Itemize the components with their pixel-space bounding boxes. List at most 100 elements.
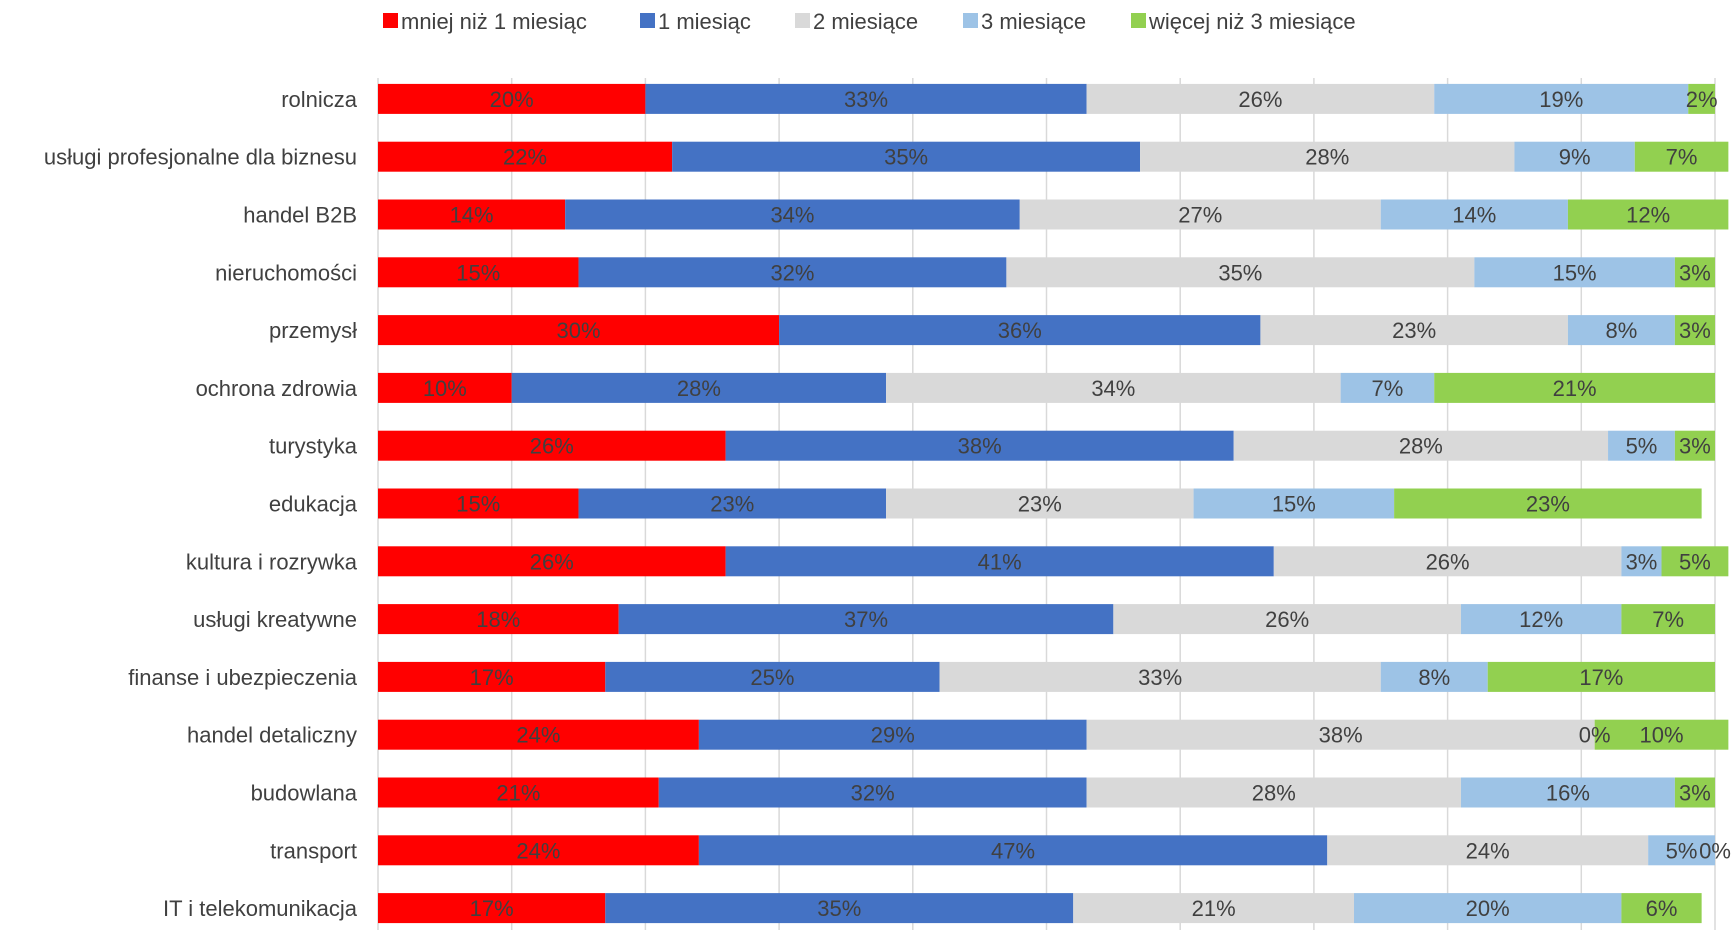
- bar-segment: [1086, 83, 1435, 114]
- bar-segment: [1567, 199, 1729, 230]
- bar-segment: [1674, 257, 1715, 288]
- data-label: 23%: [1526, 492, 1570, 517]
- bars: [378, 83, 1729, 924]
- bar-segment: [725, 430, 1234, 461]
- legend-label: 1 miesiąc: [658, 9, 751, 34]
- category-label: kultura i rozrywka: [186, 549, 358, 574]
- data-label: 7%: [1666, 145, 1698, 170]
- data-label: 21%: [1553, 376, 1597, 401]
- data-label: 16%: [1546, 781, 1590, 806]
- data-label: 32%: [770, 260, 814, 285]
- bar-segment: [1394, 488, 1702, 519]
- data-label: 6%: [1646, 896, 1678, 921]
- legend-swatch: [795, 13, 810, 28]
- bar-segment: [1086, 777, 1461, 808]
- data-label: 18%: [476, 607, 520, 632]
- data-label: 35%: [817, 896, 861, 921]
- legend-swatch: [383, 13, 398, 28]
- data-label: 15%: [456, 492, 500, 517]
- bar-segment: [1460, 777, 1675, 808]
- bar-segment: [1634, 141, 1729, 172]
- data-label: 26%: [1426, 549, 1470, 574]
- bar-segment: [1514, 141, 1635, 172]
- bar-segment: [1354, 893, 1622, 924]
- category-labels: rolnicza usługi profesjonalne dla biznesu…: [44, 87, 358, 921]
- data-label: 30%: [557, 318, 601, 343]
- bar-segment: [1193, 488, 1395, 519]
- bar-segment: [378, 893, 606, 924]
- bar-segment: [1434, 83, 1689, 114]
- bar-segment: [378, 83, 646, 114]
- data-label: 10%: [1639, 723, 1683, 748]
- bar-segment: [1474, 257, 1675, 288]
- data-label: 9%: [1559, 145, 1591, 170]
- bar-segment: [1648, 835, 1715, 866]
- legend-swatch: [963, 13, 978, 28]
- category-label: przemysł: [269, 318, 357, 343]
- data-label: 28%: [677, 376, 721, 401]
- bar-segment: [1233, 430, 1609, 461]
- data-label: 0%: [1699, 838, 1731, 863]
- bar-segment: [886, 372, 1341, 403]
- data-label: 33%: [844, 87, 888, 112]
- bar-segment: [605, 661, 940, 692]
- bar-segment: [1567, 315, 1675, 346]
- data-label: 32%: [851, 781, 895, 806]
- data-label: 28%: [1399, 434, 1443, 459]
- data-label: 25%: [750, 665, 794, 690]
- bar-segment: [1688, 83, 1715, 114]
- data-label: 29%: [871, 723, 915, 748]
- category-label: budowlana: [251, 781, 358, 806]
- legend-label: mniej niż 1 miesiąc: [401, 9, 587, 34]
- data-label: 37%: [844, 607, 888, 632]
- data-labels: 20% 33% 26% 19% 2% 22% 35% 28% 9% 7% 14% 34% 27% 14% 1…: [423, 87, 1731, 921]
- data-label: 35%: [884, 145, 928, 170]
- bar-segment: [698, 719, 1087, 750]
- bar-segment: [378, 315, 780, 346]
- bar-segment: [725, 546, 1274, 577]
- bar-segment: [1273, 546, 1622, 577]
- bar-segment: [1594, 719, 1729, 750]
- bar-segment: [378, 835, 699, 866]
- bar-segment: [645, 83, 1087, 114]
- data-label: 3%: [1626, 549, 1658, 574]
- category-label: turystyka: [269, 434, 358, 459]
- legend-label: 2 miesiące: [813, 9, 918, 34]
- data-label: 15%: [1553, 260, 1597, 285]
- bar-segment: [1006, 257, 1475, 288]
- category-label: IT i telekomunikacja: [163, 896, 358, 921]
- bar-segment: [1140, 141, 1515, 172]
- bar-segment: [1327, 835, 1649, 866]
- category-label: usługi profesjonalne dla biznesu: [44, 145, 357, 170]
- bar-segment: [1380, 661, 1488, 692]
- bar-segment: [378, 777, 659, 808]
- data-label: 33%: [1138, 665, 1182, 690]
- data-label: 3%: [1679, 781, 1711, 806]
- bar-segment: [378, 430, 726, 461]
- data-label: 17%: [470, 896, 514, 921]
- category-label: usługi kreatywne: [193, 607, 357, 632]
- data-label: 20%: [490, 87, 534, 112]
- legend-swatch: [640, 13, 655, 28]
- bar-segment: [658, 777, 1087, 808]
- bar-segment: [578, 488, 887, 519]
- data-label: 3%: [1679, 318, 1711, 343]
- bar-segment: [1674, 315, 1715, 346]
- bar-segment: [1380, 199, 1568, 230]
- bar-segment: [378, 719, 699, 750]
- data-label: 26%: [1238, 87, 1282, 112]
- data-label: 27%: [1178, 203, 1222, 228]
- data-label: 0%: [1579, 723, 1611, 748]
- data-label: 47%: [991, 838, 1035, 863]
- data-label: 24%: [1466, 838, 1510, 863]
- bar-segment: [1608, 430, 1675, 461]
- bar-segment: [511, 372, 887, 403]
- bar-segment: [1661, 546, 1729, 577]
- category-label: transport: [270, 838, 357, 863]
- bar-segment: [378, 604, 619, 635]
- data-label: 36%: [998, 318, 1042, 343]
- data-label: 26%: [530, 434, 574, 459]
- category-label: handel detaliczny: [187, 723, 357, 748]
- data-label: 24%: [516, 838, 560, 863]
